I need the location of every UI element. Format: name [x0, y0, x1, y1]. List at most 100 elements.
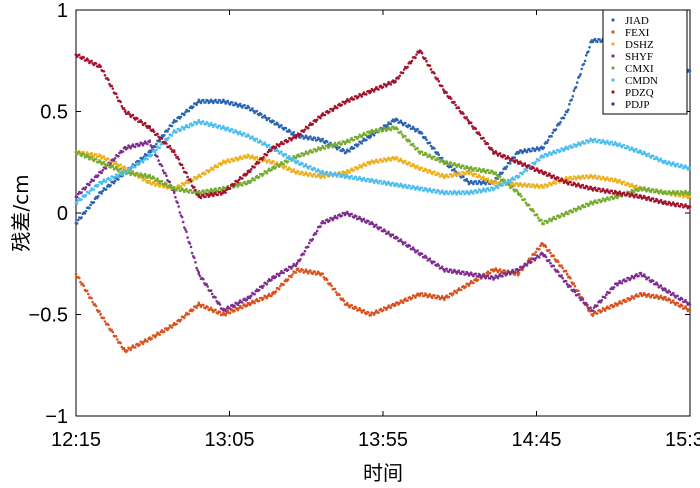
data-point [371, 222, 375, 226]
data-point [668, 190, 672, 194]
data-point [428, 293, 432, 296]
data-point [635, 147, 638, 151]
data-point [615, 142, 618, 146]
data-point [170, 326, 174, 329]
data-point [399, 130, 403, 133]
data-point [654, 190, 657, 194]
data-point [492, 268, 495, 272]
data-point [401, 186, 405, 189]
data-point [664, 161, 667, 164]
data-point [183, 184, 186, 187]
data-point [193, 185, 196, 189]
data-point [428, 141, 432, 144]
data-point [647, 195, 650, 199]
data-point [299, 163, 302, 166]
data-point [325, 278, 329, 282]
data-point [579, 143, 582, 147]
data-point [498, 175, 502, 178]
data-point [467, 167, 471, 170]
legend-label-pdzq: PDZQ [625, 87, 654, 99]
data-point [130, 166, 134, 169]
data-point [210, 292, 214, 296]
data-point [320, 221, 323, 225]
data-point [541, 252, 544, 255]
data-point [74, 201, 78, 205]
data-point [632, 195, 636, 199]
data-point [598, 309, 601, 312]
data-point [546, 138, 550, 142]
data-point [413, 186, 416, 189]
data-point [565, 177, 569, 180]
data-point [235, 103, 239, 106]
data-point [425, 293, 428, 297]
data-point [447, 270, 451, 274]
data-point [630, 192, 634, 195]
data-point [454, 103, 457, 107]
data-point [557, 214, 560, 217]
data-point [254, 162, 257, 166]
data-point [252, 109, 255, 113]
data-point [335, 216, 339, 220]
data-point [150, 337, 154, 340]
data-point [588, 46, 591, 49]
data-point [527, 182, 531, 186]
data-point [469, 170, 473, 174]
data-point [99, 161, 102, 164]
data-point [82, 284, 86, 288]
data-point [498, 152, 502, 155]
data-point [181, 220, 185, 224]
data-point [136, 142, 139, 146]
data-point [618, 178, 621, 182]
data-point [78, 276, 81, 280]
data-point [569, 276, 572, 280]
data-point [94, 304, 98, 308]
data-point [554, 182, 558, 185]
data-point [185, 171, 188, 175]
data-point [440, 189, 444, 192]
data-point [452, 292, 455, 295]
data-point [618, 142, 621, 145]
data-point [391, 79, 395, 82]
data-point [398, 74, 402, 78]
data-point [89, 189, 92, 192]
y-tick-label: 0 [57, 203, 68, 225]
data-point [236, 308, 240, 312]
data-point [676, 162, 679, 166]
data-point [224, 313, 227, 317]
data-point [488, 181, 492, 184]
data-point [420, 150, 424, 154]
data-point [302, 130, 306, 134]
data-point [457, 189, 461, 193]
data-point [620, 302, 624, 305]
data-point [138, 174, 141, 177]
data-point [184, 228, 187, 231]
data-point [274, 166, 278, 169]
data-point [117, 175, 120, 178]
data-point [449, 190, 453, 194]
data-point [350, 174, 354, 178]
data-point [279, 163, 282, 166]
data-point [158, 146, 161, 149]
data-point [109, 184, 112, 187]
data-point [301, 162, 304, 166]
data-point [472, 281, 475, 285]
data-point [344, 100, 348, 103]
data-point [622, 180, 626, 184]
data-point [569, 285, 572, 288]
data-point [340, 214, 344, 218]
data-point [377, 130, 380, 134]
data-point [549, 251, 552, 255]
data-point [647, 292, 650, 296]
data-point [394, 126, 397, 129]
data-point [437, 172, 441, 176]
data-point [309, 171, 312, 175]
data-point [656, 295, 659, 298]
data-point [440, 156, 444, 160]
data-point [342, 299, 346, 303]
data-point [484, 190, 488, 193]
data-point [620, 281, 624, 285]
data-point [465, 116, 469, 119]
data-point [237, 301, 241, 305]
data-point [295, 171, 299, 174]
data-point [565, 272, 569, 276]
